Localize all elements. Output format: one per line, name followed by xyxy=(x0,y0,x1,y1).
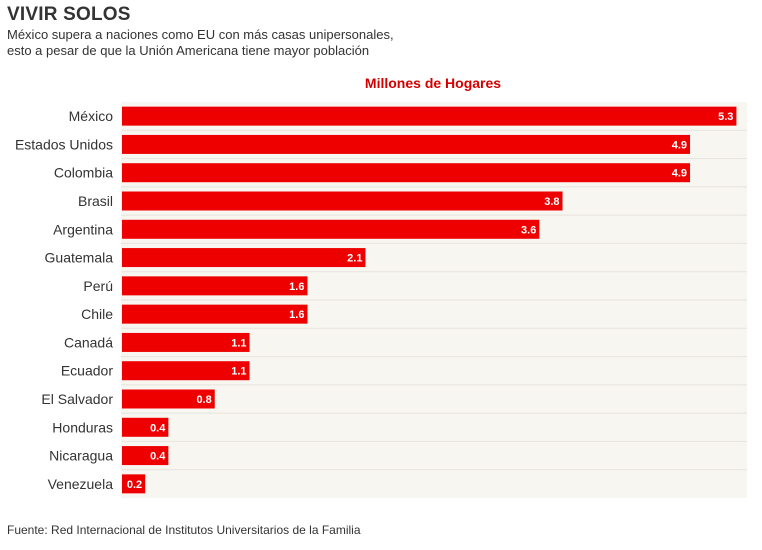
category-label: Brasil xyxy=(78,193,113,209)
category-label: Ecuador xyxy=(61,363,113,379)
data-label: 5.3 xyxy=(718,111,733,123)
data-label: 1.6 xyxy=(289,281,304,293)
data-label: 0.4 xyxy=(150,422,166,434)
data-label: 0.8 xyxy=(196,394,211,406)
bar xyxy=(122,304,308,324)
category-label: Perú xyxy=(83,278,113,294)
data-label: 2.1 xyxy=(347,253,362,265)
chart-title: VIVIR SOLOS xyxy=(7,4,131,25)
subtitle-line-1: México supera a naciones como EU con más… xyxy=(7,27,394,42)
data-label: 1.6 xyxy=(289,309,304,321)
bar xyxy=(122,219,540,239)
category-label: Colombia xyxy=(54,165,113,181)
bar xyxy=(122,163,691,183)
data-label: 0.2 xyxy=(127,479,142,491)
category-label: México xyxy=(69,108,114,124)
category-label: Canadá xyxy=(64,334,113,350)
bar xyxy=(122,106,737,126)
category-label: Estados Unidos xyxy=(15,136,113,152)
category-label: El Salvador xyxy=(41,391,113,407)
data-label: 1.1 xyxy=(231,337,246,349)
data-label: 4.9 xyxy=(672,168,687,180)
category-label: Honduras xyxy=(52,419,113,435)
bar xyxy=(122,361,250,381)
bar xyxy=(122,134,691,154)
category-label: Argentina xyxy=(53,221,113,237)
bar xyxy=(122,191,563,211)
category-label: Venezuela xyxy=(48,476,114,492)
category-label: Nicaragua xyxy=(49,448,113,464)
bar xyxy=(122,474,146,494)
bar xyxy=(122,248,366,268)
source-note: Fuente: Red Internacional de Institutos … xyxy=(7,523,361,537)
bar xyxy=(122,417,169,437)
bar xyxy=(122,332,250,352)
data-label: 0.4 xyxy=(150,451,166,463)
chart-subtitle: México supera a naciones como EU con más… xyxy=(7,27,427,58)
bar xyxy=(122,446,169,466)
series-label: Millones de Hogares xyxy=(365,75,501,91)
category-label: Guatemala xyxy=(45,250,114,266)
subtitle-line-2: esto a pesar de que la Unión Americana t… xyxy=(7,42,370,58)
data-label: 1.1 xyxy=(231,366,246,378)
category-label: Chile xyxy=(81,306,113,322)
data-label: 4.9 xyxy=(672,139,687,151)
data-label: 3.6 xyxy=(521,224,536,236)
bar xyxy=(122,389,215,409)
data-label: 3.8 xyxy=(544,196,559,208)
bar xyxy=(122,276,308,296)
